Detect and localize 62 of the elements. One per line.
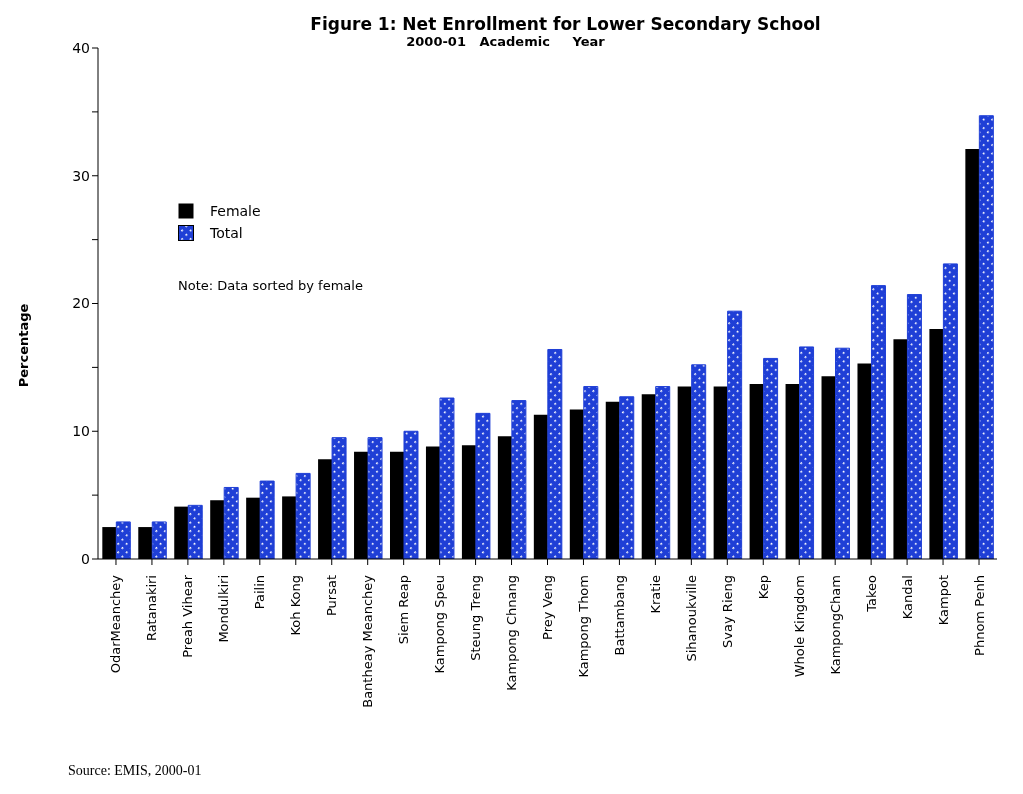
x-tick-label: Kampong Chnang (504, 575, 520, 691)
bar (439, 397, 455, 559)
bar (259, 480, 275, 559)
bar (223, 486, 239, 559)
x-tick-label: Phnom Penh (971, 575, 987, 656)
x-tick-label: Takeo (863, 574, 879, 613)
legend-label: Total (210, 225, 243, 241)
y-tick-label: 20 (72, 295, 90, 312)
x-tick-label: Kratie (647, 575, 663, 614)
source-note: Source: EMIS, 2000-01 (68, 763, 202, 779)
chart-title: Figure 1: Net Enrollment for Lower Secondary School (309, 14, 822, 34)
bar (331, 437, 347, 559)
bar (906, 294, 922, 559)
x-tick-label: KampongCham (827, 575, 843, 675)
x-tick-label: OdarMeanchey (108, 574, 124, 674)
x-tick-label: Ratanakiri (144, 575, 160, 642)
bar (619, 396, 635, 559)
x-tick-label: Sihanoukville (683, 575, 699, 662)
x-tick-label: Steung Treng (468, 575, 484, 661)
bar (547, 348, 563, 559)
bar (870, 285, 886, 559)
legend-label: Female (210, 203, 261, 219)
bar (763, 357, 779, 559)
bar (151, 521, 167, 559)
x-tick-label: Pailin (252, 575, 268, 610)
x-tick-label: Svay Rieng (719, 575, 735, 648)
bar (403, 430, 419, 559)
x-tick-label: Battambang (611, 575, 627, 656)
bar (295, 472, 311, 559)
y-tick-label: 0 (81, 550, 90, 567)
chart-subtitle: 2000-01 Academic Year (406, 34, 605, 49)
annotation: Note: Data sorted by female (178, 278, 363, 293)
bar (187, 504, 203, 559)
bar (835, 347, 851, 559)
x-tick-label: Kampot (935, 575, 951, 626)
bar (727, 310, 743, 559)
bar (655, 386, 671, 559)
y-tick-label: 40 (72, 39, 90, 56)
bar (691, 364, 707, 559)
bar (511, 400, 527, 559)
y-tick-label: 10 (72, 423, 90, 440)
x-tick-label: Siem Reap (396, 575, 412, 645)
x-tick-label: Kampong Speu (432, 575, 448, 674)
bar (583, 386, 599, 559)
bar (115, 521, 131, 559)
x-tick-label: Mondulkiri (216, 575, 232, 643)
x-tick-label: Kandal (899, 575, 915, 620)
x-tick-label: Whole Kingdom (791, 575, 807, 678)
x-tick-label: Pursat (324, 575, 340, 617)
x-tick-label: Kep (755, 575, 771, 600)
y-tick-label: 30 (72, 167, 90, 184)
bar (942, 263, 958, 559)
x-tick-label: Bantheay Meanchey (360, 574, 376, 708)
x-tick-label: Kampong Thom (575, 575, 591, 678)
bar (367, 437, 383, 559)
bar (799, 346, 815, 559)
x-tick-label: Prey Veng (540, 575, 555, 640)
x-tick-label: Koh Kong (288, 575, 304, 636)
bar (978, 115, 994, 559)
y-axis-title: Percentage (15, 302, 31, 390)
x-tick-label: Preah Vihear (180, 574, 196, 658)
bar (475, 412, 491, 559)
